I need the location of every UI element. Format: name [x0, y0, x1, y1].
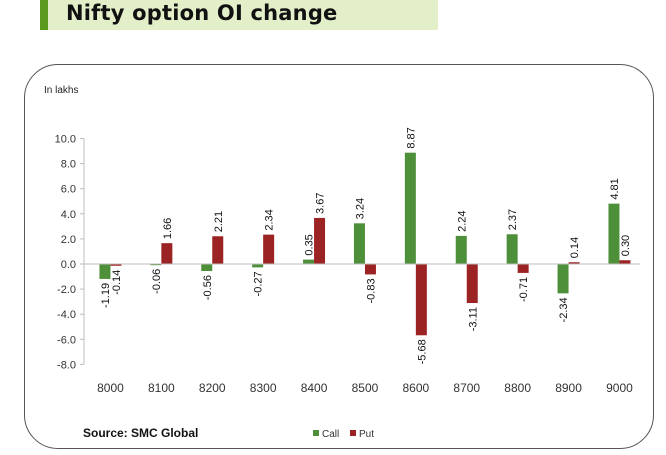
- data-label-call-9000: 4.81: [609, 178, 621, 199]
- bar-put-8900: [568, 262, 580, 264]
- data-label-put-8000: -0.14: [111, 270, 123, 295]
- data-label-put-8900: 0.14: [569, 237, 581, 258]
- bar-call-8900: [557, 264, 569, 294]
- legend: Call Put: [313, 429, 374, 440]
- data-label-call-8300: -0.27: [253, 271, 265, 296]
- bar-call-8700: [455, 235, 467, 264]
- header-accent-bar: [40, 0, 48, 30]
- y-tick-label: 8.0: [61, 159, 76, 171]
- bar-put-9000: [619, 260, 631, 264]
- data-label-call-8900: -2.34: [558, 297, 570, 322]
- bar-put-8000: [110, 264, 122, 266]
- bar-put-8100: [161, 243, 173, 264]
- bar-call-8600: [404, 152, 416, 264]
- y-tick-label: 10.0: [55, 134, 76, 146]
- y-tick-label: -2.0: [57, 284, 76, 296]
- x-tick-label: 8200: [199, 381, 226, 395]
- data-label-call-8800: 2.37: [507, 209, 519, 230]
- data-label-put-8800: -0.71: [518, 277, 530, 302]
- x-tick-label: 8000: [97, 381, 124, 395]
- data-label-put-8300: 2.34: [264, 209, 276, 230]
- data-label-call-8200: -0.56: [202, 275, 214, 300]
- bar-call-8000: [99, 264, 111, 279]
- bar-put-8400: [314, 217, 326, 264]
- bar-call-8800: [506, 234, 518, 264]
- data-label-call-8500: 3.24: [354, 198, 366, 219]
- data-label-call-8400: 0.35: [304, 234, 316, 255]
- x-tick-label: 8400: [301, 381, 328, 395]
- y-tick-label: 2.0: [61, 234, 76, 246]
- bar-call-8400: [303, 259, 315, 264]
- x-axis: 8000 8100 8200 8300 8400 8500 8600 8700 8800 8900…: [84, 263, 640, 395]
- x-tick-label: 8300: [250, 381, 277, 395]
- legend-swatch-put: [350, 430, 356, 436]
- data-label-call-8700: 2.24: [456, 210, 468, 231]
- x-tick-label: 8700: [453, 381, 480, 395]
- data-label-put-8500: -0.83: [365, 278, 377, 303]
- data-label-put-8600: -5.68: [416, 339, 428, 364]
- page-title: Nifty option OI change: [66, 1, 338, 25]
- x-tick-label: 8900: [555, 381, 582, 395]
- data-label-put-8200: 2.21: [213, 211, 225, 232]
- chart-frame: [24, 64, 654, 449]
- y-tick-label: -8.0: [57, 359, 76, 371]
- bar-put-8700: [466, 264, 478, 304]
- x-tick-label: 8500: [352, 381, 379, 395]
- data-labels-group: -1.19-0.14 -0.06 1.66 -0.56 2.21 -0.27 2.34 0.3…: [100, 127, 632, 364]
- y-axis: 10.0 8.0 6.0 4.0 2.0 0.0 -2.0 -4.0 -6.0 -8.0: [55, 134, 85, 371]
- unit-label: In lakhs: [44, 85, 78, 96]
- bar-call-8200: [201, 264, 213, 272]
- bar-call-8100: [150, 264, 162, 266]
- y-tick-label: -6.0: [57, 334, 76, 346]
- x-tick-label: 8100: [148, 381, 175, 395]
- data-label-call-8100: -0.06: [151, 269, 163, 294]
- data-label-call-8000: -1.19: [100, 283, 112, 308]
- y-tick-label: 6.0: [61, 184, 76, 196]
- bar-put-8800: [517, 264, 529, 273]
- bar-call-9000: [608, 203, 620, 264]
- x-tick-label: 8600: [402, 381, 429, 395]
- source-note: Source: SMC Global: [83, 426, 199, 440]
- bar-put-8600: [415, 264, 427, 336]
- bar-call-8500: [353, 223, 365, 264]
- data-label-put-8700: -3.11: [467, 307, 479, 331]
- x-tick-label: 9000: [606, 381, 633, 395]
- bar-put-8500: [364, 264, 376, 275]
- legend-label-put: Put: [359, 429, 374, 440]
- data-label-put-9000: 0.30: [620, 235, 632, 256]
- bar-put-8300: [263, 234, 275, 264]
- data-label-put-8400: 3.67: [315, 193, 327, 214]
- x-tick-label: 8800: [504, 381, 531, 395]
- legend-swatch-call: [313, 430, 319, 436]
- bars-group: [99, 152, 631, 336]
- data-label-call-8600: 8.87: [405, 127, 417, 148]
- y-tick-label: 4.0: [61, 209, 76, 221]
- header-band: [40, 0, 438, 30]
- y-tick-label: -4.0: [57, 309, 76, 321]
- legend-label-call: Call: [322, 429, 339, 440]
- y-tick-label: 0.0: [61, 259, 76, 271]
- bar-put-8200: [212, 236, 224, 264]
- data-label-put-8100: 1.66: [162, 218, 174, 239]
- bar-call-8300: [252, 264, 264, 268]
